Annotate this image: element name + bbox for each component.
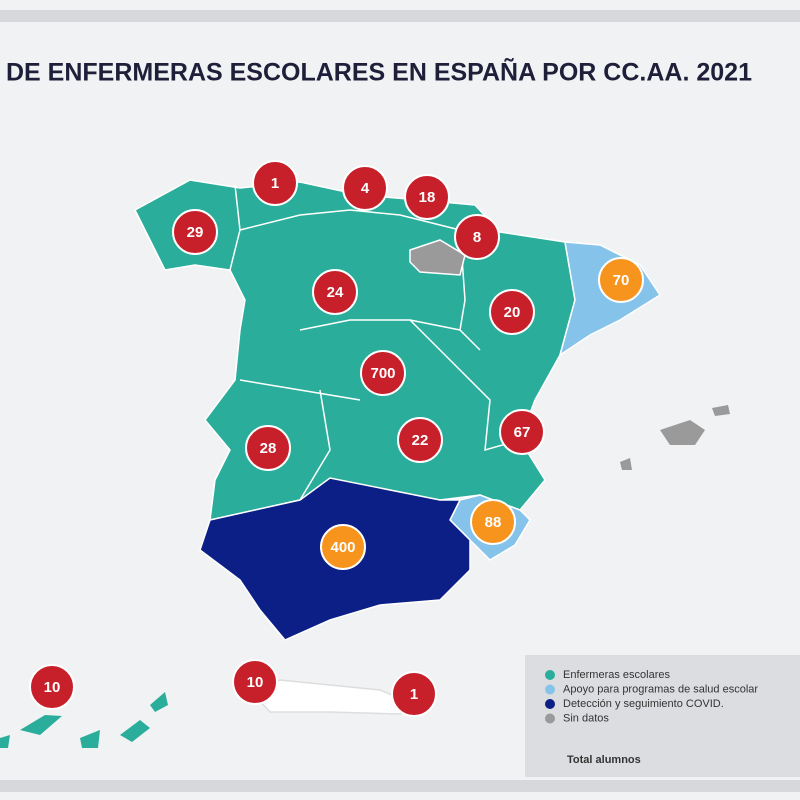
badge-circle xyxy=(397,417,443,463)
badge-circle xyxy=(360,350,406,396)
badge-circle xyxy=(245,425,291,471)
badge: 29 xyxy=(172,209,218,255)
badges: 1 4 18 29 8 24 70 20 700 67 28 22 88 400 10 10 1 xyxy=(29,160,644,717)
badge-value: 4 xyxy=(361,180,370,197)
badge-value: 1 xyxy=(271,175,279,192)
badge: 10 xyxy=(29,664,75,710)
badge: 10 xyxy=(232,659,278,705)
badge: 20 xyxy=(489,289,535,335)
legend-swatch xyxy=(545,713,555,724)
badge-circle xyxy=(29,664,75,710)
badge: 400 xyxy=(320,524,366,570)
badge-value: 88 xyxy=(485,514,502,531)
badge-value: 28 xyxy=(260,440,277,457)
badge-circle xyxy=(232,659,278,705)
badge-circle xyxy=(342,165,388,211)
legend-label: Enfermeras escolares xyxy=(563,669,670,681)
badge: 8 xyxy=(454,214,500,260)
title: DE ENFERMERAS ESCOLARES EN ESPAÑA POR CC… xyxy=(6,57,752,87)
badge-circle xyxy=(404,174,450,220)
badge: 1 xyxy=(252,160,298,206)
badge-circle xyxy=(252,160,298,206)
islands-green xyxy=(0,692,168,748)
legend-swatch xyxy=(545,684,555,695)
legend: Enfermeras escolares Apoyo para programas… xyxy=(525,655,800,777)
badge-circle xyxy=(172,209,218,255)
legend-swatch xyxy=(545,699,555,709)
badge-value: 22 xyxy=(412,432,429,449)
legend-box xyxy=(525,655,800,777)
region-grey xyxy=(409,239,466,276)
legend-swatch xyxy=(545,670,555,680)
badge: 18 xyxy=(404,174,450,220)
badge-value: 29 xyxy=(187,224,204,241)
badge: 88 xyxy=(470,499,516,545)
legend-items: Enfermeras escolares Apoyo para programas… xyxy=(545,669,758,724)
legend-note: Total alumnos xyxy=(567,754,641,766)
badge-circle xyxy=(320,524,366,570)
badge-circle xyxy=(598,257,644,303)
badge-value: 700 xyxy=(370,365,395,382)
badge-circle xyxy=(391,671,437,717)
badge-circle xyxy=(489,289,535,335)
badge-circle xyxy=(312,269,358,315)
badge-value: 20 xyxy=(504,304,521,321)
region-border xyxy=(229,184,521,501)
badge-value: 10 xyxy=(44,679,61,696)
badge-value: 1 xyxy=(410,686,418,703)
legend-label: Sin datos xyxy=(563,712,609,724)
badge-value: 10 xyxy=(247,674,264,691)
badge: 24 xyxy=(312,269,358,315)
badge: 28 xyxy=(245,425,291,471)
badge-value: 67 xyxy=(514,424,531,441)
badge-circle xyxy=(499,409,545,455)
badge-value: 400 xyxy=(330,539,355,556)
top-bar xyxy=(0,10,800,22)
badge: 67 xyxy=(499,409,545,455)
badge-circle xyxy=(470,499,516,545)
badge: 70 xyxy=(598,257,644,303)
badge: 700 xyxy=(360,350,406,396)
badge-value: 18 xyxy=(419,189,436,206)
badge-value: 8 xyxy=(473,229,481,246)
badge-value: 24 xyxy=(327,284,344,301)
islands-grey xyxy=(620,405,730,470)
legend-label: Detección y seguimiento COVID. xyxy=(563,698,724,710)
badge: 22 xyxy=(397,417,443,463)
badge: 1 xyxy=(391,671,437,717)
bottom-bar xyxy=(0,780,800,792)
legend-label: Apoyo para programas de salud escolar xyxy=(563,683,758,695)
badge-value: 70 xyxy=(613,272,630,289)
badge-circle xyxy=(454,214,500,260)
badge: 4 xyxy=(342,165,388,211)
